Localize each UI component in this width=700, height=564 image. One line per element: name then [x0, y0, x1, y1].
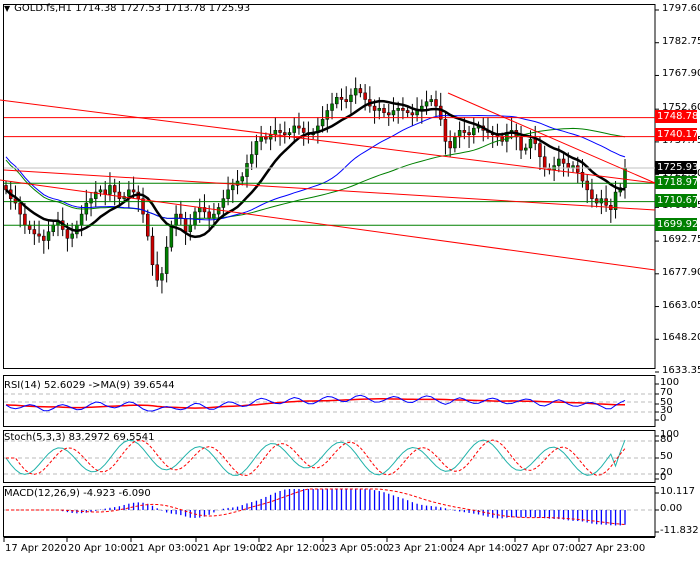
symbol-ohlc-label: GOLD.fs,H1 1714.38 1727.53 1713.78 1725.… — [14, 3, 251, 14]
rsi-panel-frame — [3, 375, 656, 427]
indicator-tick-label: 20 — [660, 467, 673, 478]
ma-black-line — [5, 99, 625, 239]
collapse-triangle-icon[interactable]: ▼ — [4, 4, 11, 13]
stoch-main-line — [5, 439, 626, 476]
time-tick-label: 27 Apr 07:00 — [516, 543, 582, 554]
price-tag-resistance-1: 1748.78 — [655, 110, 699, 123]
indicator-tick-label: 70 — [660, 387, 673, 398]
price-tag-resistance-2: 1740.17 — [655, 128, 699, 141]
indicator-tick-label: 10.117 — [660, 486, 695, 497]
rsi-line — [5, 394, 626, 412]
indicator-tick-label: 30 — [660, 405, 673, 416]
indicator-tick-label: -11.832 — [660, 525, 699, 536]
time-tick-label: 23 Apr 21:00 — [388, 543, 454, 554]
time-tick-label: 17 Apr 2020 — [5, 543, 67, 554]
main-panel-frame — [3, 4, 656, 369]
indicator-tick-label: 100 — [660, 429, 680, 440]
trendline-2 — [447, 92, 656, 184]
price-tag-support-3: 1699.92 — [655, 218, 699, 231]
price-tick-label: 1692.75 — [662, 234, 700, 246]
time-tick-label: 23 Apr 05:00 — [324, 543, 390, 554]
stoch-panel-frame — [3, 430, 656, 483]
stoch-label: Stoch(5,3,3) 83.2972 69.5541 — [4, 432, 155, 443]
rsi-label: RSI(14) 52.6029 ->MA(9) 39.6544 — [4, 380, 175, 391]
indicator-tick-label: 80 — [660, 434, 673, 445]
price-tag-support-2: 1710.67 — [655, 194, 699, 207]
macd-label: MACD(12,26,9) -4.923 -6.090 — [4, 488, 151, 499]
price-tick-label: 1633.35 — [662, 365, 700, 376]
time-tick-label: 21 Apr 19:00 — [197, 543, 263, 554]
price-tick-label: 1782.75 — [662, 35, 700, 47]
trendline-1 — [0, 179, 656, 271]
indicator-tick-label: 0 — [660, 413, 667, 424]
price-tick-label: 1648.20 — [662, 332, 700, 344]
indicator-tick-label: 50 — [660, 397, 673, 408]
price-tick-label: 1767.90 — [662, 68, 700, 80]
time-tick-label: 27 Apr 23:00 — [580, 543, 646, 554]
trendline-channel — [3, 169, 656, 211]
price-tag-support-1: 1718.97 — [655, 176, 699, 189]
price-tick-label: 1752.60 — [662, 102, 700, 114]
ma-blue-line — [5, 114, 626, 221]
indicator-tick-label: 0 — [660, 472, 667, 483]
time-tick-label: 24 Apr 14:00 — [452, 543, 518, 554]
price-tick-label: 1663.05 — [662, 299, 700, 311]
indicator-tick-label: 50 — [660, 451, 673, 462]
chart-title: ▼ GOLD.fs,H1 1714.38 1727.53 1713.78 172… — [4, 3, 250, 14]
time-tick-label: 20 Apr 10:00 — [68, 543, 134, 554]
price-tick-label: 1677.90 — [662, 266, 700, 278]
stoch-signal-line — [6, 439, 626, 476]
indicator-tick-label: 100 — [660, 377, 680, 388]
macd-panel-frame — [3, 486, 656, 537]
price-tag-current: 1725.93 — [655, 161, 699, 174]
macd-signal-line — [6, 488, 626, 525]
indicator-tick-label: 0.00 — [660, 503, 683, 514]
time-tick-label: 21 Apr 03:00 — [132, 543, 198, 554]
time-tick-label: 22 Apr 12:00 — [260, 543, 326, 554]
trendline-0 — [0, 99, 656, 184]
price-tick-label: 1797.60 — [662, 3, 700, 14]
